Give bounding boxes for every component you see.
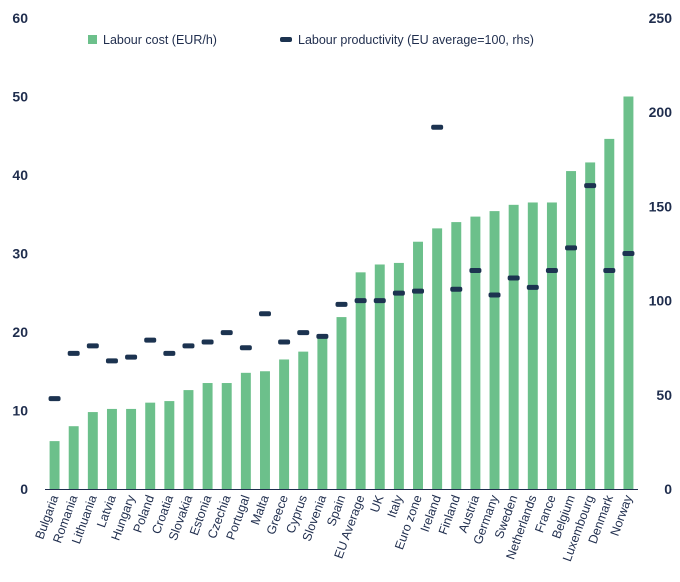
bar [604, 138, 615, 489]
bar [68, 426, 79, 489]
bar [566, 171, 577, 489]
productivity-marker [469, 267, 482, 273]
bar [585, 162, 596, 489]
legend-label-labour-cost: Labour cost (EUR/h) [103, 33, 217, 47]
bar [623, 96, 634, 489]
productivity-marker [507, 275, 520, 281]
marker-series [48, 124, 635, 402]
productivity-marker [105, 358, 118, 364]
productivity-marker [392, 290, 405, 296]
productivity-marker [526, 284, 539, 290]
left-tick-label: 50 [12, 89, 28, 105]
legend-swatch-labour-productivity [280, 37, 292, 42]
bar [221, 383, 232, 489]
productivity-marker [239, 345, 252, 351]
right-tick-label: 150 [649, 198, 673, 214]
left-y-axis: 0 10 20 30 40 50 60 [12, 10, 28, 497]
bar [317, 338, 328, 489]
bar [183, 390, 194, 489]
bar [126, 408, 137, 489]
left-tick-label: 60 [12, 10, 28, 26]
bar [546, 202, 557, 489]
productivity-marker [67, 350, 80, 356]
left-tick-label: 40 [12, 167, 28, 183]
right-tick-label: 0 [664, 481, 672, 497]
productivity-marker [163, 350, 176, 356]
productivity-marker [565, 245, 578, 251]
bar [145, 402, 156, 489]
right-tick-label: 100 [649, 293, 673, 309]
productivity-marker [182, 343, 195, 349]
bar [49, 441, 60, 489]
productivity-marker [278, 339, 291, 345]
productivity-marker [545, 267, 558, 273]
bar [164, 401, 175, 489]
category-label: UK [367, 493, 386, 515]
bar [432, 228, 443, 489]
productivity-marker [603, 267, 616, 273]
productivity-marker [316, 333, 329, 339]
bar [508, 204, 519, 489]
bar [451, 222, 462, 489]
legend-swatch-labour-cost [88, 35, 97, 44]
productivity-marker [125, 354, 138, 360]
bar [374, 264, 385, 489]
left-tick-label: 30 [12, 246, 28, 262]
productivity-marker [412, 288, 425, 294]
productivity-marker [258, 311, 271, 317]
left-tick-label: 20 [12, 324, 28, 340]
bar [298, 351, 309, 489]
right-tick-label: 50 [656, 387, 672, 403]
productivity-marker [335, 301, 348, 307]
legend: Labour cost (EUR/h) Labour productivity … [88, 33, 534, 47]
productivity-marker [297, 330, 310, 336]
bar [106, 408, 117, 489]
productivity-marker [584, 183, 597, 189]
productivity-marker [450, 286, 463, 292]
bar [202, 383, 213, 489]
right-tick-label: 250 [649, 10, 673, 26]
bar [527, 202, 538, 489]
productivity-marker [144, 337, 157, 343]
productivity-marker [622, 251, 635, 256]
productivity-marker [373, 298, 386, 304]
bar [355, 272, 366, 489]
productivity-marker [220, 330, 233, 336]
productivity-marker [354, 298, 367, 304]
productivity-marker [431, 124, 444, 130]
right-tick-label: 200 [649, 104, 673, 120]
bar [489, 211, 500, 490]
x-axis: BulgariaRomaniaLithuaniaLatviaHungaryPol… [33, 489, 638, 563]
productivity-marker [201, 339, 214, 345]
bar [470, 216, 481, 490]
legend-label-labour-productivity: Labour productivity (EU average=100, rhs… [298, 33, 534, 47]
bar [240, 372, 251, 489]
bar [279, 359, 290, 489]
productivity-marker [488, 292, 501, 298]
bar [260, 371, 270, 489]
bar [413, 241, 423, 489]
right-y-axis: 0 50 100 150 200 250 [649, 10, 673, 497]
productivity-marker [86, 343, 99, 349]
left-tick-label: 10 [12, 403, 28, 419]
left-tick-label: 0 [20, 481, 28, 497]
bar-series [49, 96, 634, 490]
bar [87, 412, 98, 489]
bar [336, 317, 347, 489]
productivity-marker [48, 396, 61, 402]
bar [393, 262, 404, 489]
